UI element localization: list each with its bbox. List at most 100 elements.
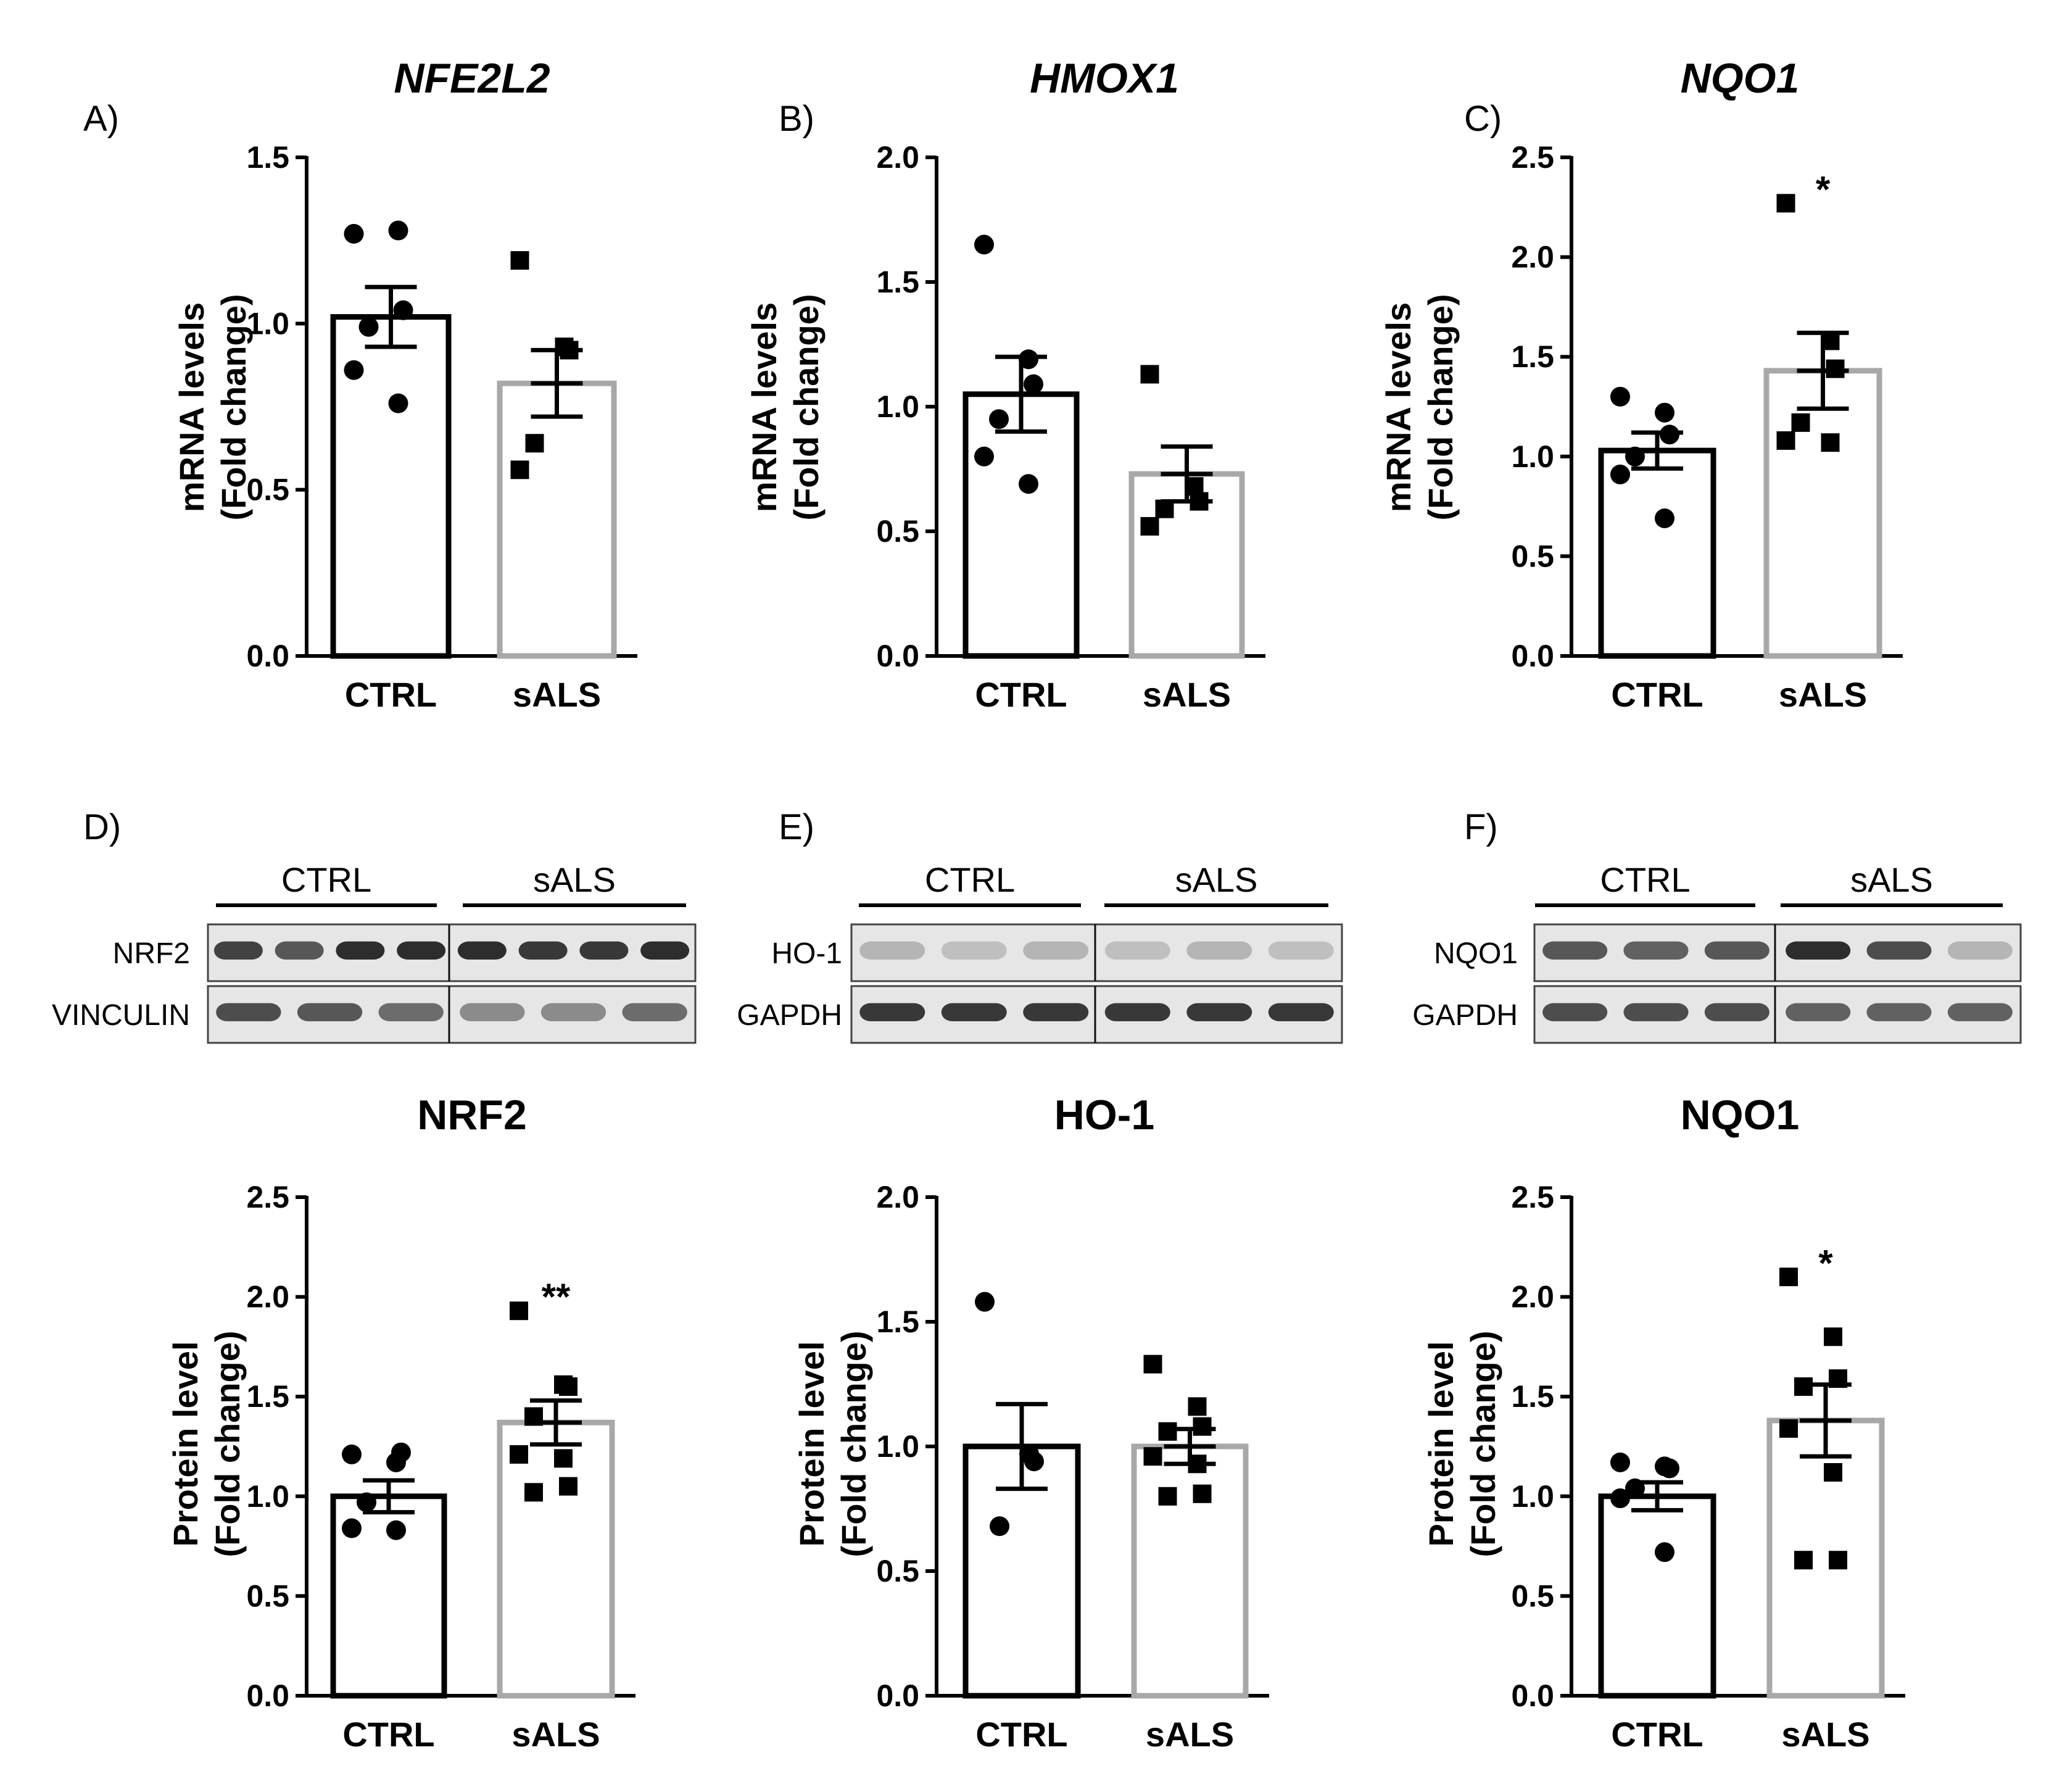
y-axis-label-line2: (Fold change) [208,1330,247,1557]
bar-sals [1128,471,1245,659]
data-point-ctrl [386,1520,406,1540]
blot-band [859,941,925,960]
data-point-ctrl [1024,1451,1044,1472]
blot-band [1268,941,1334,960]
blot-band [1623,941,1689,960]
y-tick-label: 0.0 [246,1678,289,1713]
chart-panel: B) HMOX1 mRNA levels(Fold change) 0.0 0.5 1.0… [745,55,1265,714]
panel-letter: F) [1464,807,1498,847]
blot-panel: E) CTRL sALS HO-1 GAPDH [737,807,1343,1044]
data-point-sals [510,1301,528,1321]
y-tick-label: 2.0 [1511,1280,1554,1314]
data-point-sals [1143,1354,1162,1374]
y-axis-label-line1: mRNA levels [745,302,784,512]
data-point-sals [1821,433,1840,452]
blot-strip [850,985,1343,1044]
blot-band [622,1003,687,1022]
y-tick-label: 2.5 [1511,140,1554,175]
group-label: CTRL [1600,860,1690,899]
y-tick-label: 0.0 [1511,639,1554,673]
bar-sals [1766,1417,1885,1699]
significance-marker: ** [542,1276,571,1317]
x-category-label: sALS [511,1715,600,1754]
y-tick-label: 0.5 [876,514,919,549]
blot-band [1186,941,1252,960]
data-point-sals [1193,1417,1212,1436]
blot-row-label: NQO1 [1434,937,1518,970]
chart-panel: HO-1 Protein level(Fold change) 0.0 0.5 1.0 1… [792,1092,1269,1754]
chart-panel: C) NQO1 mRNA levels(Fold change) 0.0 0.5 1.0 1… [1379,55,1903,714]
significance-marker: * [1818,1242,1833,1284]
data-point-sals [1155,499,1174,518]
data-point-ctrl [357,1492,376,1512]
data-point-sals [1776,194,1795,213]
y-tick-label: 1.5 [1511,1379,1554,1414]
bar-sals [1763,368,1882,659]
y-tick-label: 2.0 [876,140,919,175]
data-point-ctrl [1019,474,1038,494]
x-category-label: CTRL [975,675,1067,714]
blot-band [1268,1003,1334,1022]
data-point-ctrl [1610,1452,1630,1472]
data-point-ctrl [391,1442,411,1462]
blot-band [216,1003,281,1022]
data-point-sals [1188,1454,1207,1474]
bar-ctrl [1598,1493,1716,1699]
y-axis-label-line1: Protein level [1422,1341,1460,1546]
blot-band [1947,1003,2013,1022]
blots-layer: D) CTRL sALS NRF2 VINCULIN E) CTRL sALS HO-1 GAPD… [52,807,2022,1044]
data-point-sals [559,1477,577,1496]
blot-strip [1533,985,2022,1044]
panel-letter: D) [83,807,121,847]
blot-band [336,941,385,960]
x-category-label: CTRL [1611,675,1703,714]
chart-title: NQO1 [1681,1092,1800,1139]
blot-band [275,941,324,960]
y-tick-label: 0.5 [1511,1578,1554,1613]
significance-marker: * [1816,168,1831,210]
data-point-sals [524,1407,543,1426]
y-axis-label: Protein level(Fold change) [1422,1330,1502,1557]
blot-strip [1533,923,2022,982]
chart-title: HO-1 [1054,1092,1154,1139]
y-tick-label: 1.5 [876,1305,919,1339]
y-axis-label: Protein level(Fold change) [166,1330,247,1557]
blot-band [378,1003,444,1022]
chart-title: HMOX1 [1030,55,1179,102]
x-category-label: sALS [1143,675,1231,714]
data-point-ctrl [1625,446,1645,467]
blot-band [1786,1003,1851,1022]
panel-letter: B) [779,99,814,139]
y-tick-label: 1.5 [246,1379,289,1414]
blot-band [1704,1003,1770,1022]
data-point-ctrl [989,409,1009,429]
blot-band [1866,1003,1932,1022]
data-point-sals [1158,1487,1177,1506]
y-tick-label: 2.0 [876,1180,919,1214]
data-point-ctrl [1610,464,1630,484]
y-tick-label: 0.0 [246,639,289,673]
y-axis-label-line1: mRNA levels [172,302,211,512]
data-point-sals [525,434,544,453]
y-tick-label: 0.0 [1511,1678,1554,1713]
blot-band [1947,941,2013,960]
chart-panel: NQO1 Protein level(Fold change) 0.0 0.5 1.0 1… [1422,1092,1905,1754]
data-point-sals [1824,1327,1842,1346]
y-tick-label: 1.0 [1511,1479,1554,1514]
data-point-ctrl [1655,402,1674,423]
chart-panel: NRF2 Protein level(Fold change) 0.0 0.5 1.0 1… [166,1092,635,1754]
x-category-label: sALS [1146,1715,1234,1754]
y-axis-label-line1: mRNA levels [1379,302,1418,512]
x-category-label: CTRL [975,1715,1067,1754]
blot-band [297,1003,363,1022]
blot-band [1104,1003,1170,1022]
data-point-sals [1779,1267,1798,1287]
group-label: sALS [1175,860,1258,899]
data-point-sals [559,1377,577,1396]
data-point-sals [510,251,529,270]
data-point-ctrl [344,360,364,380]
blot-band [1186,1003,1252,1022]
data-point-sals [1143,1447,1162,1466]
y-tick-label: 1.0 [1511,439,1554,474]
